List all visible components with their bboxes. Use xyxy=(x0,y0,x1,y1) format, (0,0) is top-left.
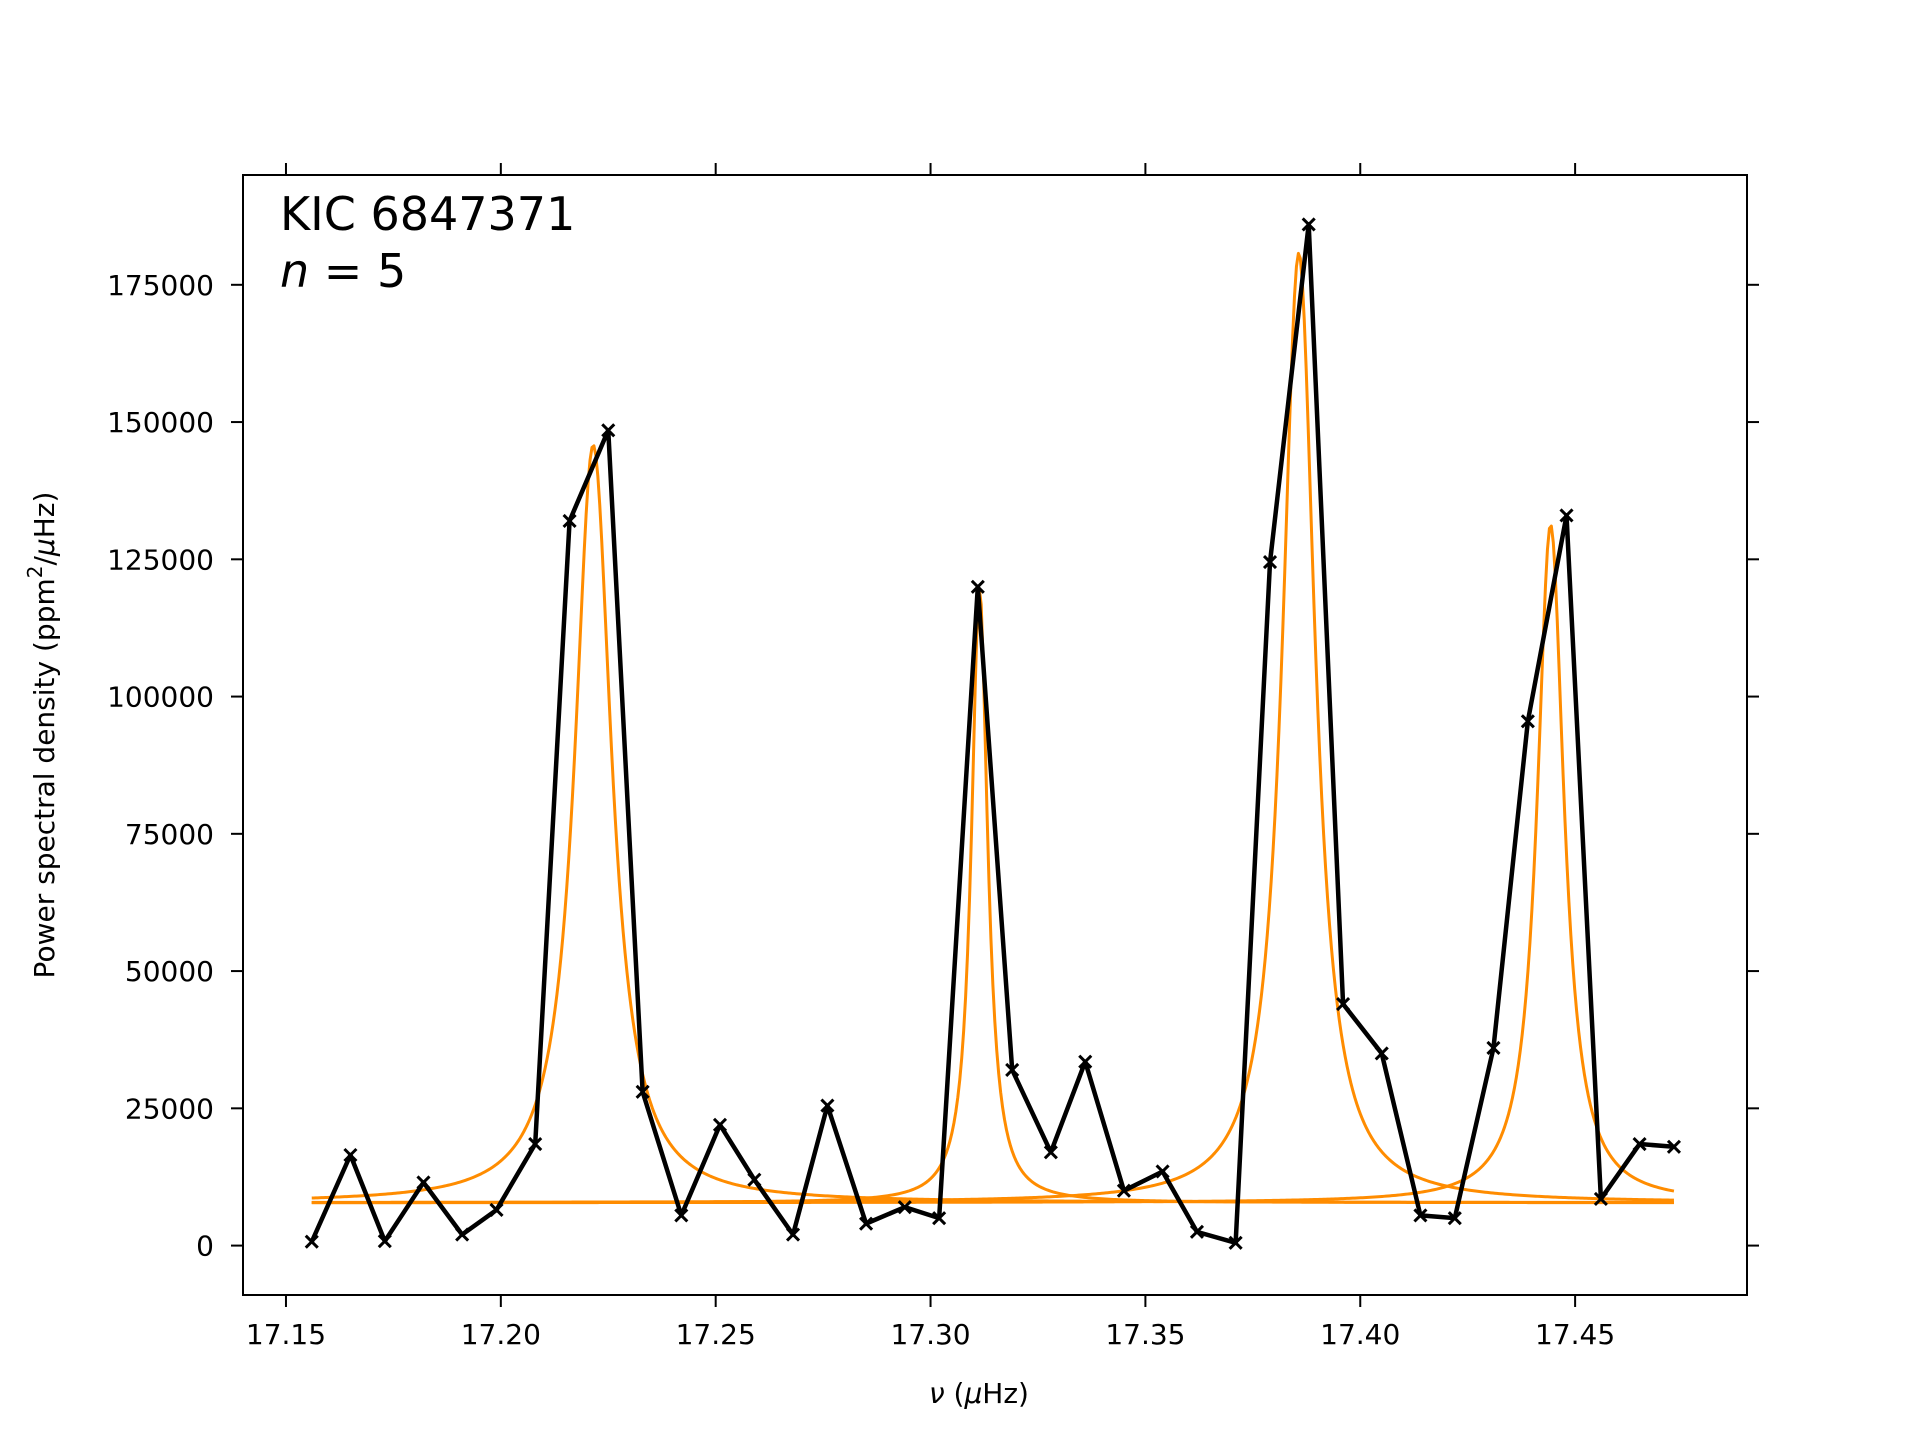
plot-frame xyxy=(242,174,1748,1296)
data-point xyxy=(932,1211,947,1226)
data-point xyxy=(1559,508,1574,523)
fit-curve-4 xyxy=(311,524,1675,1205)
data-point xyxy=(712,1117,728,1132)
data-point xyxy=(1155,1164,1170,1179)
data-line xyxy=(309,222,1675,1246)
x-tick-label: 17.30 xyxy=(890,1318,970,1351)
data-point xyxy=(970,579,985,594)
data-point xyxy=(1043,1145,1058,1160)
data-point xyxy=(635,1084,650,1099)
data-point xyxy=(343,1147,358,1163)
data-point xyxy=(1632,1136,1647,1152)
data-point xyxy=(1486,1040,1501,1056)
data-point xyxy=(1374,1046,1389,1061)
data-point xyxy=(859,1216,874,1231)
data-point xyxy=(1301,217,1316,232)
data-point xyxy=(897,1200,912,1215)
x-tick-label: 17.35 xyxy=(1105,1318,1185,1351)
data-point xyxy=(1189,1224,1205,1239)
x-tick-label: 17.45 xyxy=(1535,1318,1615,1351)
data-point xyxy=(1593,1191,1608,1206)
data-point xyxy=(1005,1062,1020,1077)
x-tick-label: 17.40 xyxy=(1320,1318,1400,1351)
data-point xyxy=(1262,554,1278,570)
y-tick-label: 50000 xyxy=(125,955,214,988)
data-point xyxy=(1116,1183,1131,1198)
data-point xyxy=(528,1136,543,1152)
data-point xyxy=(747,1172,762,1187)
data-point xyxy=(489,1202,504,1217)
data-point xyxy=(820,1098,835,1113)
y-tick-label: 25000 xyxy=(125,1092,214,1125)
x-axis-label: ν (μHz) xyxy=(929,1377,1029,1410)
data-point xyxy=(601,423,616,438)
y-tick-label: 125000 xyxy=(107,543,214,576)
y-tick-label: 175000 xyxy=(107,269,214,302)
y-tick-label: 100000 xyxy=(107,681,214,714)
y-axis-ticks: 0 25000 50000 75000 100000 125000 150000 175000 xyxy=(107,269,1759,1263)
y-tick-label: 75000 xyxy=(125,818,214,851)
data-point xyxy=(1336,996,1351,1012)
data-point xyxy=(1413,1208,1428,1223)
x-axis-ticks: 17.15 17.20 17.25 17.30 17.35 17.40 17.45 xyxy=(246,163,1615,1351)
data-point xyxy=(1447,1211,1462,1226)
x-tick-label: 17.20 xyxy=(461,1318,541,1351)
y-tick-label: 0 xyxy=(196,1230,214,1263)
data-point xyxy=(377,1234,392,1249)
data-point xyxy=(562,513,577,528)
data-point xyxy=(1228,1235,1243,1250)
annotation-star-id: KIC 6847371 xyxy=(280,187,575,241)
x-tick-label: 17.25 xyxy=(676,1318,756,1351)
fit-curves xyxy=(311,251,1675,1205)
annotation-order: n = 5 xyxy=(280,244,406,298)
data-point xyxy=(304,1234,319,1249)
x-tick-label: 17.15 xyxy=(246,1318,326,1351)
data-point xyxy=(1078,1054,1093,1069)
data-point xyxy=(674,1208,689,1223)
data-point xyxy=(785,1227,801,1242)
data-point xyxy=(455,1227,470,1242)
data-point xyxy=(416,1175,431,1190)
y-tick-label: 150000 xyxy=(107,406,214,439)
y-axis-label: Power spectral density (ppm2/μHz) xyxy=(23,492,61,979)
plot-area xyxy=(243,175,1747,1295)
data-point xyxy=(1666,1139,1682,1154)
data-series xyxy=(304,217,1682,1250)
data-point xyxy=(1520,714,1535,729)
